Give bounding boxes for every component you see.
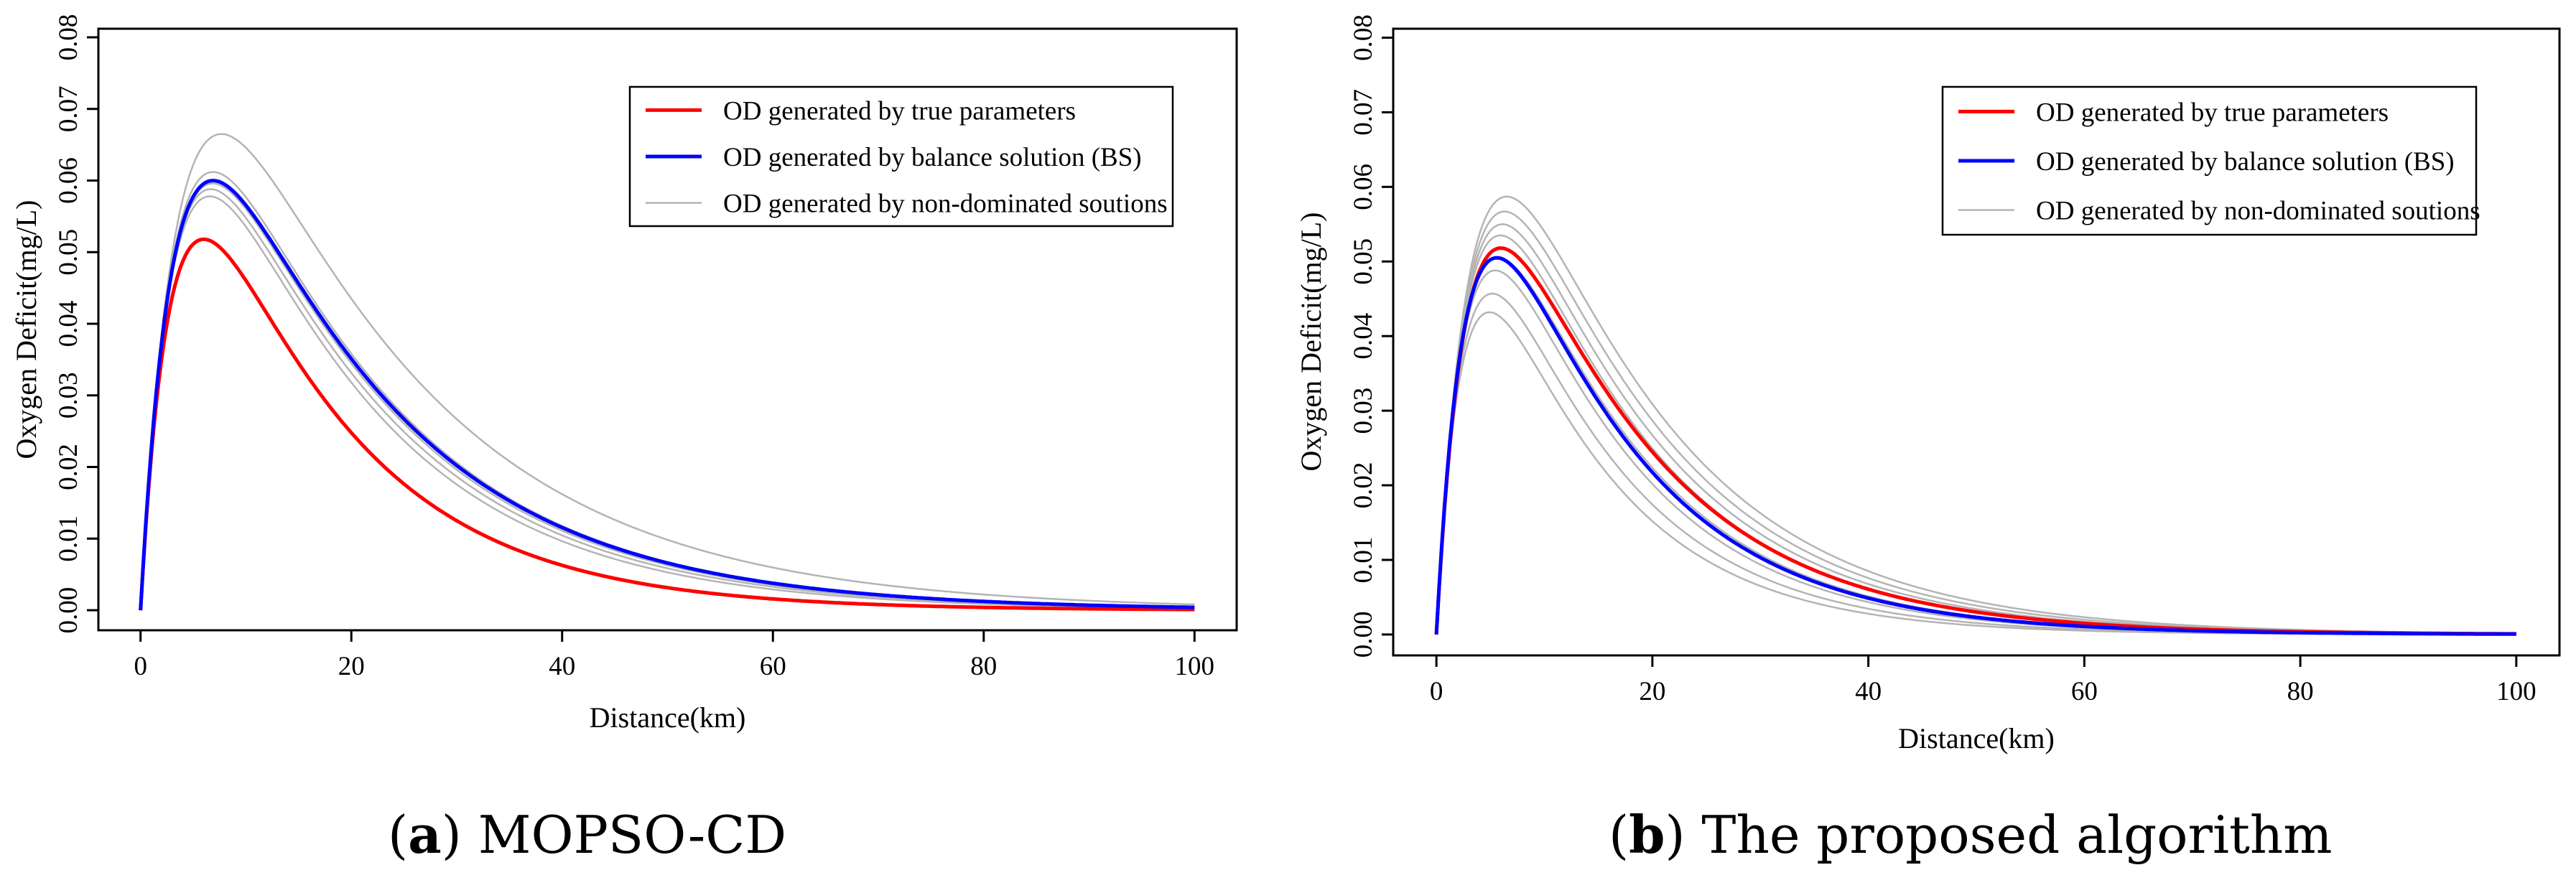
series-line-nd-8 bbox=[1435, 292, 2516, 635]
y-tick-label: 0.00 bbox=[54, 587, 83, 634]
series-line-nd-5 bbox=[139, 188, 1195, 611]
caption-a-text: MOPSO-CD bbox=[461, 805, 787, 865]
y-tick-label: 0.01 bbox=[54, 515, 83, 562]
x-tick-label: 100 bbox=[1175, 652, 1215, 681]
legend-label-0: OD generated by true parameters bbox=[2036, 98, 2389, 127]
x-tick-label: 80 bbox=[970, 652, 997, 681]
legend-label-0: OD generated by true parameters bbox=[723, 96, 1076, 126]
x-tick-label: 100 bbox=[2496, 677, 2537, 706]
series-line-nd-4 bbox=[1435, 223, 2516, 635]
chart-panel-b: 0 20 40 60 80 100 0.00 0.01 0.02 0.03 0.04 0.05 0.06… bbox=[1295, 14, 2561, 754]
y-tick-label: 0.05 bbox=[54, 229, 83, 276]
x-tick-label: 40 bbox=[549, 652, 575, 681]
x-tick-label: 60 bbox=[2071, 677, 2098, 706]
legend-label-1: OD generated by balance solution (BS) bbox=[723, 143, 1142, 172]
x-tick-label: 40 bbox=[1855, 677, 1882, 706]
x-tick-label: 20 bbox=[338, 652, 365, 681]
legend-a: OD generated by true parameters OD genera… bbox=[628, 85, 1174, 228]
caption-a: (a) MOPSO-CD bbox=[388, 804, 787, 865]
y-tick-label: 0.07 bbox=[54, 85, 83, 132]
plot-frame bbox=[1392, 27, 2561, 657]
caption-b-letter: b bbox=[1629, 804, 1665, 865]
plot-group-b: 0 20 40 60 80 100 0.00 0.01 0.02 0.03 0.04 0.05 0.06… bbox=[1295, 14, 2561, 754]
caption-b-text: The proposed algorithm bbox=[1685, 805, 2333, 865]
x-tick-label: 80 bbox=[2287, 677, 2314, 706]
legend-label-2: OD generated by non-dominated soutions bbox=[723, 190, 1168, 219]
y-tick-label: 0.05 bbox=[1349, 238, 1378, 285]
y-tick-label: 0.08 bbox=[1349, 14, 1378, 61]
y-tick-label: 0.02 bbox=[54, 444, 83, 490]
series-line-true-0 bbox=[139, 237, 1195, 612]
x-tick-label: 20 bbox=[1639, 677, 1665, 706]
x-axis-title: Distance(km) bbox=[1898, 722, 2055, 754]
y-tick-label: 0.04 bbox=[1349, 313, 1378, 360]
x-tick-label: 0 bbox=[1430, 677, 1443, 706]
legend-label-2: OD generated by non-dominated soutions bbox=[2036, 197, 2480, 226]
y-tick-label: 0.00 bbox=[1349, 612, 1378, 658]
y-tick-label: 0.03 bbox=[54, 372, 83, 419]
caption-a-letter: a bbox=[408, 804, 442, 865]
series-line-nd-7 bbox=[1435, 269, 2516, 635]
y-axis-title: Oxygen Deficit(mg/L) bbox=[1295, 212, 1327, 472]
x-tick-label: 0 bbox=[134, 652, 147, 681]
y-tick-label: 0.07 bbox=[1349, 89, 1378, 136]
plot-group-a: 0 20 40 60 80 100 0.00 0.01 0.02 0.03 0.04 0.05 0.06… bbox=[10, 14, 1238, 734]
y-tick-label: 0.06 bbox=[1349, 164, 1378, 210]
y-tick-label: 0.08 bbox=[54, 14, 83, 61]
x-tick-label: 60 bbox=[760, 652, 786, 681]
plot-frame bbox=[97, 27, 1238, 632]
y-tick-label: 0.01 bbox=[1349, 537, 1378, 584]
legend-box bbox=[1941, 85, 2478, 236]
series-line-nd-9 bbox=[1435, 311, 2516, 635]
y-axis-title: Oxygen Deficit(mg/L) bbox=[10, 200, 42, 459]
y-tick-label: 0.03 bbox=[1349, 388, 1378, 434]
series-line-nd-6 bbox=[1435, 256, 2516, 635]
y-tick-label: 0.02 bbox=[1349, 462, 1378, 509]
series-line-nd-2 bbox=[139, 133, 1195, 611]
y-tick-label: 0.06 bbox=[54, 157, 83, 204]
series-line-bs-1 bbox=[1434, 256, 2516, 636]
y-tick-label: 0.04 bbox=[54, 301, 83, 347]
chart-panel-a: 0 20 40 60 80 100 0.00 0.01 0.02 0.03 0.04 0.05 0.06… bbox=[10, 14, 1238, 734]
legend-b: OD generated by true parameters OD genera… bbox=[1941, 85, 2480, 236]
series-line-nd-3 bbox=[139, 171, 1195, 611]
series-line-nd-5 bbox=[1435, 234, 2516, 635]
caption-b: (b) The proposed algorithm bbox=[1609, 804, 2333, 865]
x-axis-title: Distance(km) bbox=[590, 701, 746, 734]
series-line-nd-4 bbox=[139, 182, 1195, 611]
series-line-bs-1 bbox=[139, 179, 1195, 611]
series-line-nd-3 bbox=[1435, 210, 2516, 635]
series-line-nd-6 bbox=[139, 195, 1195, 611]
legend-label-1: OD generated by balance solution (BS) bbox=[2036, 147, 2455, 177]
legend-box bbox=[628, 85, 1174, 228]
